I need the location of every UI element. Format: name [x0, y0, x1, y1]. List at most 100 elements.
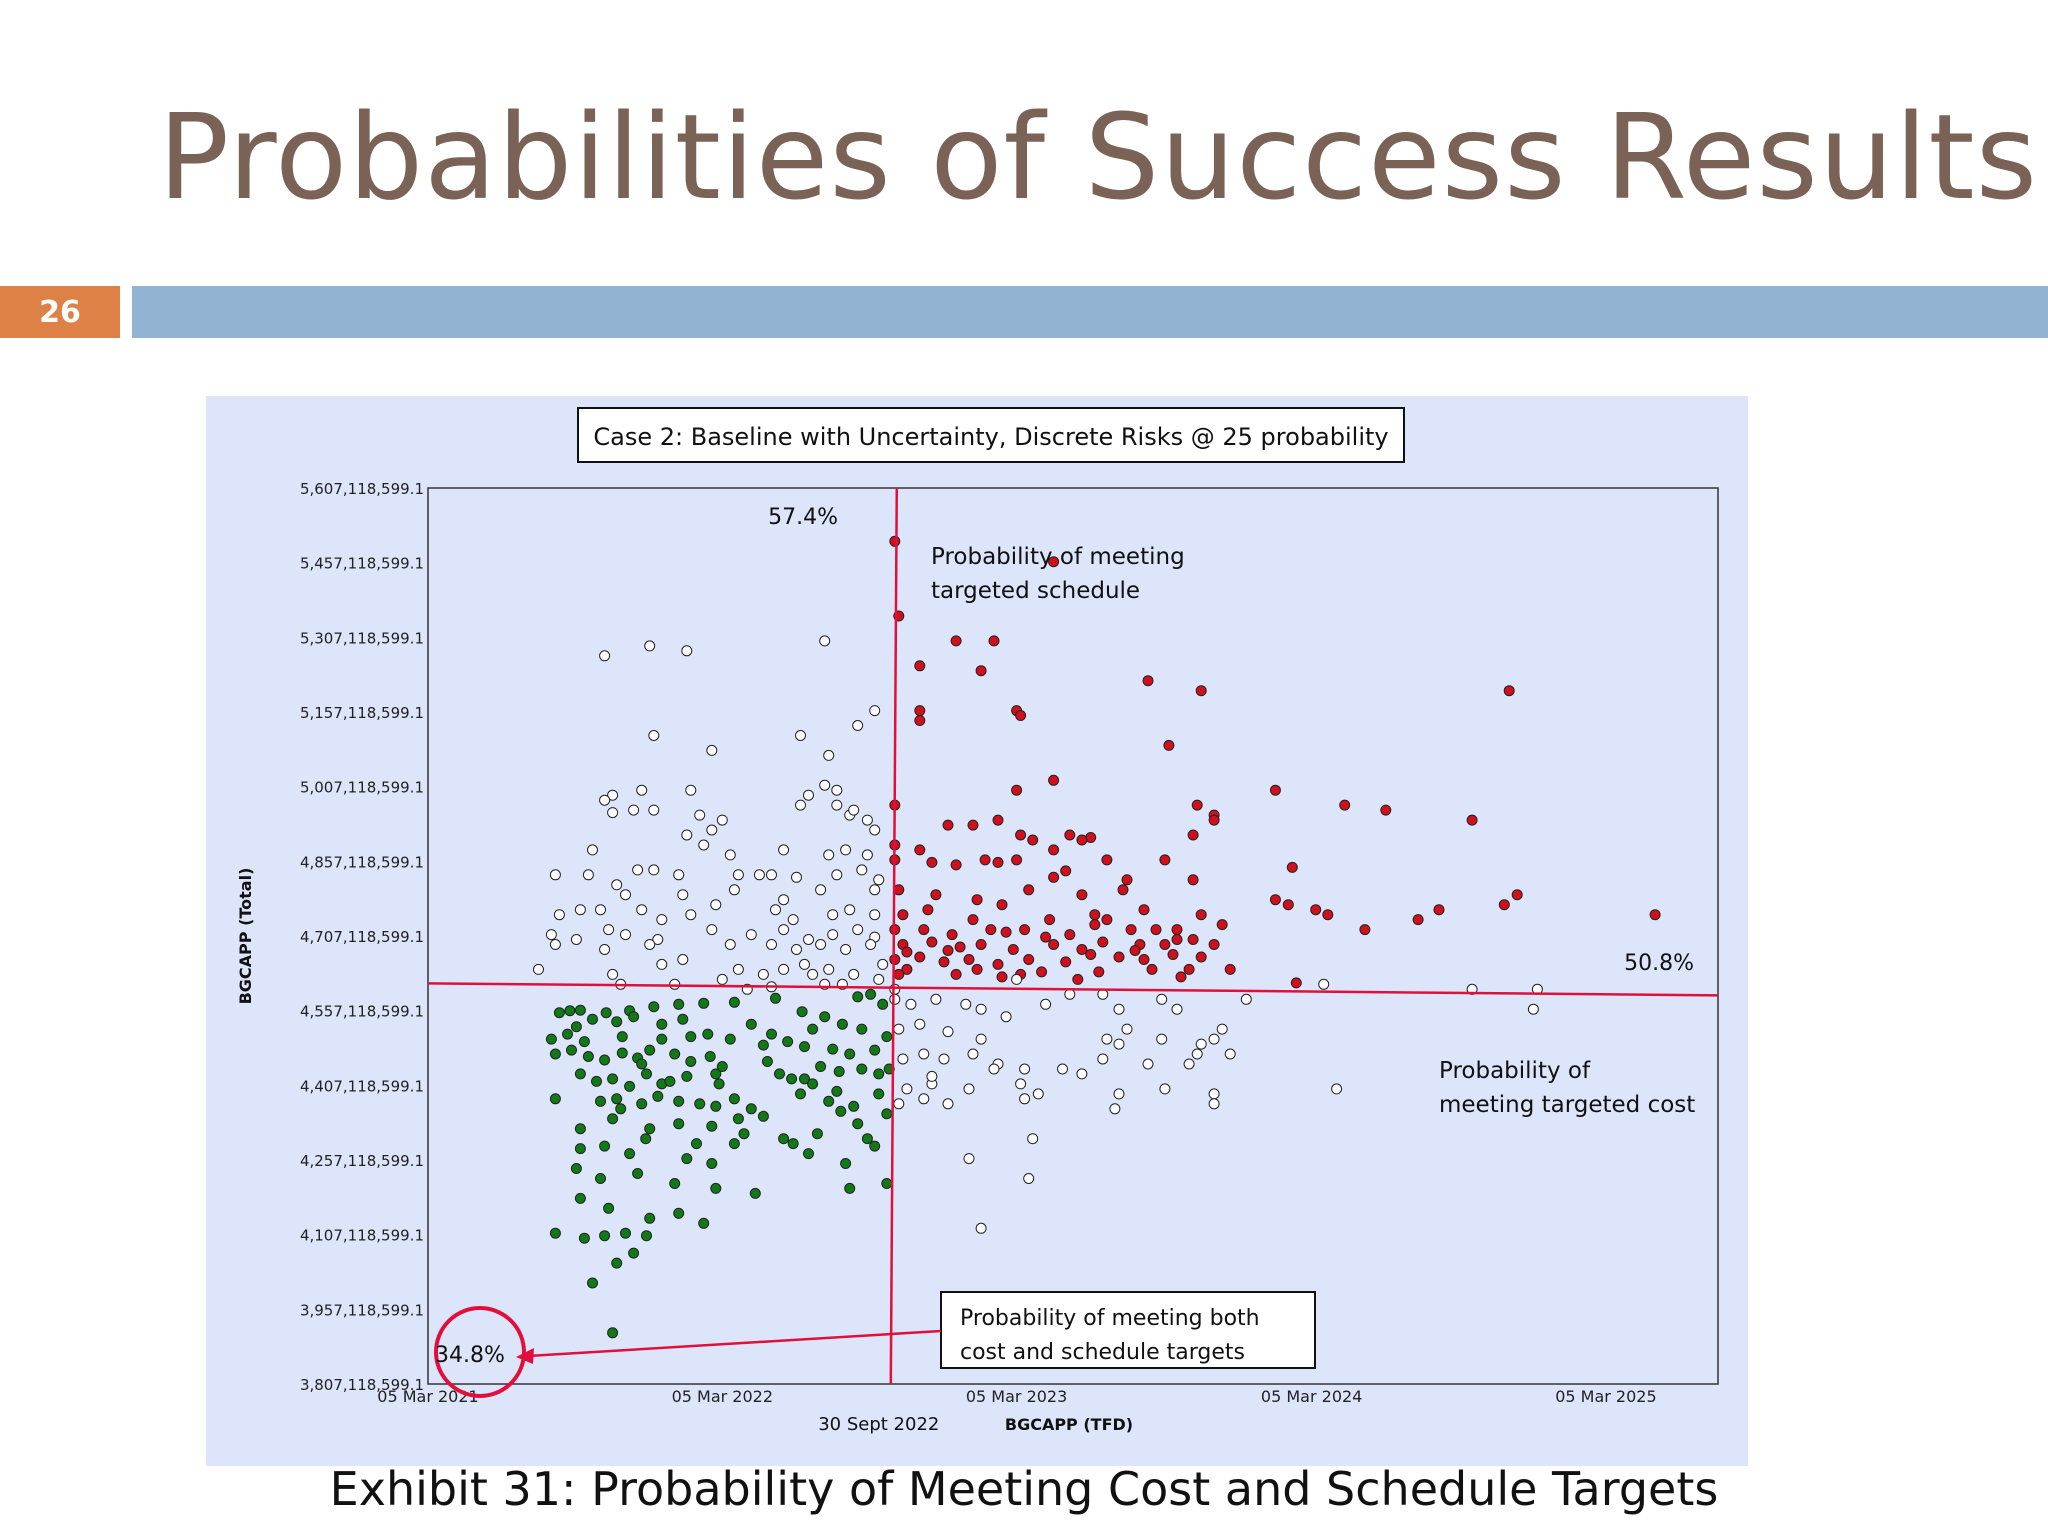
- data-point: [553, 909, 565, 921]
- data-point: [787, 1138, 799, 1150]
- data-point: [574, 1004, 586, 1016]
- y-tick-labels: 5,607,118,599.1 5,457,118,599.1 5,307,118,…: [300, 480, 424, 1394]
- data-point: [1048, 871, 1060, 883]
- cost-probability-label: 50.8%: [1624, 951, 1694, 976]
- y-tick-label: 3,957,118,599.1: [300, 1301, 424, 1319]
- data-point: [914, 1018, 926, 1030]
- data-point: [811, 1128, 823, 1140]
- schedule-annotation-line-2: targeted schedule: [931, 578, 1140, 604]
- data-point: [942, 819, 954, 831]
- data-point: [636, 904, 648, 916]
- data-point: [728, 1138, 740, 1150]
- data-point: [641, 1230, 652, 1242]
- data-point: [975, 1003, 987, 1015]
- data-point: [770, 992, 781, 1004]
- data-point: [710, 1182, 722, 1194]
- data-point: [611, 1016, 623, 1028]
- cost-target-line: [427, 982, 1719, 997]
- data-point: [599, 794, 611, 806]
- data-point: [918, 1093, 930, 1105]
- data-point: [706, 1120, 718, 1132]
- data-point: [620, 889, 631, 901]
- data-point: [873, 874, 885, 886]
- data-point: [833, 1066, 845, 1077]
- data-point: [795, 1088, 806, 1100]
- data-point: [652, 1090, 664, 1102]
- data-point: [1101, 854, 1113, 866]
- data-point: [745, 929, 757, 941]
- data-point: [950, 859, 962, 871]
- data-point: [595, 1173, 606, 1184]
- data-point: [607, 1073, 619, 1085]
- data-point: [1150, 924, 1162, 936]
- data-point: [549, 1227, 561, 1239]
- data-point: [869, 1140, 881, 1152]
- data-point: [702, 1028, 714, 1040]
- header-band: [132, 286, 2048, 338]
- x-tick-label: 05 Mar 2025: [1555, 1387, 1656, 1406]
- data-point: [698, 1217, 710, 1229]
- data-point: [975, 939, 987, 950]
- data-point: [877, 958, 889, 970]
- data-point: [1019, 1063, 1031, 1075]
- data-point: [786, 1073, 798, 1085]
- data-point: [698, 997, 710, 1009]
- data-point: [636, 784, 648, 796]
- data-point: [1171, 1003, 1183, 1015]
- data-point: [1036, 966, 1048, 978]
- data-point: [1113, 1003, 1125, 1015]
- data-point: [985, 924, 997, 936]
- data-point: [1076, 889, 1088, 901]
- data-point: [599, 1230, 611, 1242]
- y-tick-label: 4,707,118,599.1: [300, 928, 424, 946]
- data-point: [599, 650, 611, 662]
- data-point: [611, 1093, 623, 1105]
- data-point: [595, 904, 606, 916]
- data-point: [942, 1026, 954, 1038]
- x-tick-label: 05 Mar 2021: [377, 1387, 478, 1406]
- data-point: [840, 1158, 852, 1169]
- data-point: [549, 1093, 561, 1105]
- data-point: [865, 988, 877, 1000]
- data-point: [1163, 739, 1175, 751]
- data-point: [1359, 924, 1371, 936]
- data-point: [819, 1011, 831, 1023]
- data-point: [807, 1078, 819, 1090]
- data-point: [852, 991, 864, 1003]
- data-point: [669, 978, 681, 990]
- data-point: [893, 968, 905, 980]
- data-point: [1076, 834, 1088, 846]
- data-point: [774, 1068, 785, 1080]
- data-point: [652, 934, 664, 945]
- data-point: [1649, 909, 1661, 921]
- data-point: [856, 1063, 868, 1075]
- data-point: [901, 1083, 913, 1095]
- data-point: [922, 904, 934, 916]
- data-point: [1015, 1078, 1027, 1090]
- data-point: [681, 1070, 693, 1082]
- data-point: [819, 779, 831, 791]
- data-point: [757, 1039, 769, 1051]
- data-point: [562, 1028, 573, 1040]
- data-point: [799, 1073, 810, 1085]
- data-point: [815, 1061, 827, 1072]
- data-point: [587, 844, 598, 856]
- data-point: [611, 1257, 623, 1269]
- data-point: [732, 1113, 744, 1125]
- data-point: [1142, 1058, 1154, 1070]
- data-point: [607, 807, 619, 819]
- data-point: [869, 824, 881, 836]
- data-point: [745, 1018, 757, 1030]
- data-point: [1318, 978, 1330, 990]
- data-point: [914, 951, 926, 963]
- data-point: [669, 1048, 681, 1060]
- data-point: [1282, 899, 1294, 911]
- data-point: [803, 1148, 814, 1160]
- schedule-target-line: [889, 487, 899, 1385]
- data-point: [881, 1031, 893, 1043]
- y-axis-title: BGCAPP (Total): [236, 868, 255, 1005]
- data-point: [938, 956, 950, 968]
- data-point: [819, 635, 831, 647]
- data-point: [1023, 954, 1035, 965]
- data-point: [1032, 1088, 1044, 1100]
